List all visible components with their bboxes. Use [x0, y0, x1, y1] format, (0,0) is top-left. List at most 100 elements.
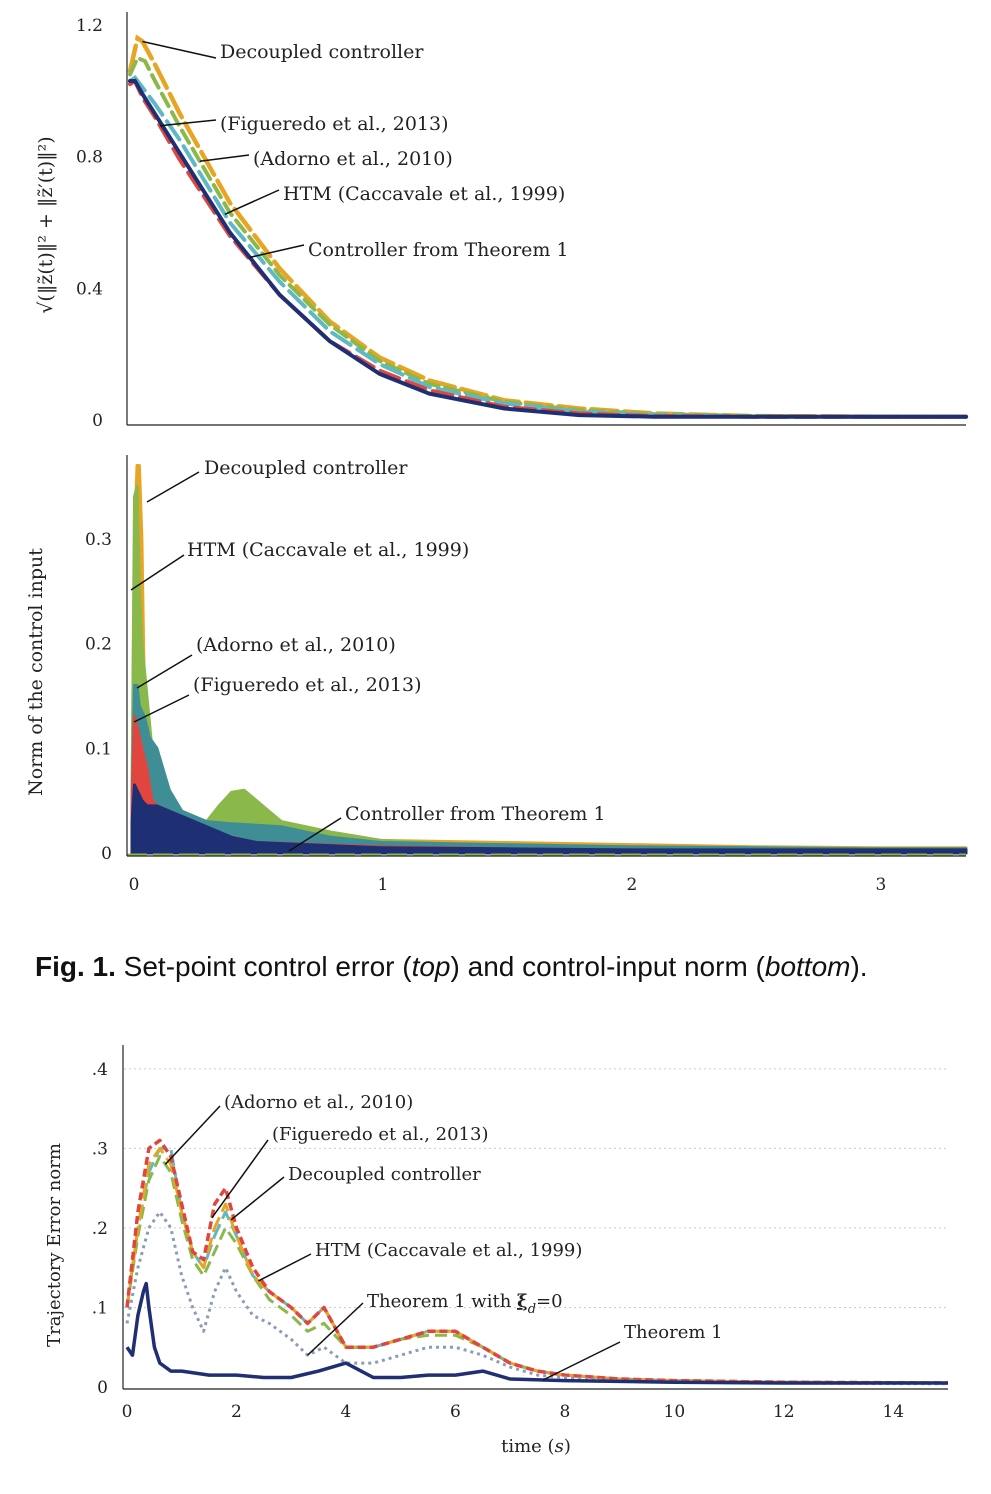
trajectory-y-tick-label: .1 [92, 1298, 108, 1318]
bottom-annotation-leader [288, 817, 342, 852]
caption-top-word: top [412, 951, 451, 982]
trajectory-x-tick-label: 2 [231, 1402, 242, 1422]
trajectory-x-tick-label: 4 [341, 1402, 352, 1422]
top-annotation-label: HTM (Caccavale et al., 1999) [283, 183, 565, 205]
top-series-decoupled [127, 34, 969, 419]
bottom-annotation-leader [133, 694, 190, 723]
bottom-y-tick-label: 0.2 [85, 635, 112, 655]
top-y-ticks: 1.2 0.8 0.4 0 [76, 16, 103, 431]
top-annotation-leader [142, 40, 217, 59]
top-annotations: Decoupled controller (Figueredo et al., 2… [142, 40, 569, 261]
bottom-annotation-label: (Figueredo et al., 2013) [193, 674, 422, 696]
trajectory-y-ticks: .4 .3 .2 .1 0 [92, 1060, 108, 1398]
top-y-tick-label: 1.2 [76, 16, 103, 36]
trajectory-annotation-leader [542, 1341, 621, 1381]
figure-1-caption: Fig. 1. Set-point control error (top) an… [35, 951, 868, 982]
top-annotation-leader [159, 119, 217, 127]
top-y-tick-label: 0.4 [76, 279, 103, 299]
trajectory-gridlines [124, 1068, 948, 1308]
x-title-unit: s [555, 1436, 564, 1457]
trajectory-annotation-leader [164, 1105, 221, 1165]
top-series-lines [127, 34, 969, 419]
trajectory-series-decoupled [125, 1146, 949, 1385]
trajectory-chart: .4 .3 .2 .1 0 0 2 4 6 8 10 12 14 Trajectory Error n… [44, 1045, 949, 1457]
bottom-x-tick-label: 1 [378, 875, 389, 895]
trajectory-series-adorno [125, 1154, 949, 1385]
bottom-annotation-label: (Adorno et al., 2010) [196, 634, 396, 656]
x-title-close: ) [564, 1436, 571, 1457]
bottom-annotation-label: Controller from Theorem 1 [345, 803, 606, 825]
caption-label: Fig. 1. [35, 951, 116, 982]
bottom-series-theorem1 [130, 783, 968, 855]
bottom-annotation-leader [136, 654, 193, 689]
annotation-subscript: d [528, 1302, 536, 1317]
trajectory-x-tick-label: 14 [882, 1402, 904, 1422]
caption-part-3: ). [850, 951, 867, 982]
top-annotation-leader [199, 154, 250, 163]
x-title-main: time ( [501, 1436, 554, 1457]
bottom-y-tick-label: 0.1 [85, 739, 112, 759]
bottom-annotations: Decoupled controller HTM (Caccavale et al… [130, 457, 606, 852]
trajectory-series-lines [125, 1138, 949, 1386]
annotation-text-tail: =0 [536, 1291, 563, 1312]
trajectory-annotation-leader [211, 1139, 269, 1219]
bottom-series-areas [127, 464, 968, 857]
trajectory-x-tick-label: 8 [559, 1402, 570, 1422]
bottom-x-tick-label: 3 [875, 875, 886, 895]
trajectory-series-figueredo [125, 1138, 949, 1385]
trajectory-series-theorem1 [125, 1281, 948, 1385]
top-chart: 1.2 0.8 0.4 0 √(‖z̃(t)‖² + ‖z̃′(t)‖²) Decou… [35, 12, 969, 431]
top-y-tick-label: 0 [92, 411, 103, 431]
top-annotation-leader [224, 189, 280, 215]
top-annotation-label: (Adorno et al., 2010) [253, 148, 453, 170]
annotation-text-main: Theorem 1 with [367, 1291, 517, 1312]
trajectory-x-axis-title: time (s) [501, 1436, 571, 1457]
top-annotation-label: Decoupled controller [220, 41, 424, 63]
caption-part-1: Set-point control error ( [116, 951, 412, 982]
bottom-x-tick-label: 2 [626, 875, 637, 895]
top-series-theorem1 [128, 79, 968, 419]
trajectory-annotations: (Adorno et al., 2010) (Figueredo et al., … [164, 1092, 723, 1381]
trajectory-x-tick-label: 0 [122, 1402, 133, 1422]
bottom-y-tick-label: 0.3 [85, 530, 112, 550]
bottom-y-tick-label: 0 [101, 844, 112, 864]
trajectory-annotation-label: Theorem 1 with ξd=0 [367, 1291, 563, 1317]
top-y-axis-title: √(‖z̃(t)‖² + ‖z̃′(t)‖²) [35, 136, 57, 313]
trajectory-y-tick-label: .2 [92, 1219, 108, 1239]
trajectory-x-tick-label: 6 [450, 1402, 461, 1422]
top-annotation-label: (Figueredo et al., 2013) [220, 113, 449, 135]
bottom-x-tick-label: 0 [129, 875, 140, 895]
trajectory-x-ticks: 0 2 4 6 8 10 12 14 [122, 1402, 905, 1422]
trajectory-annotation-label: HTM (Caccavale et al., 1999) [315, 1240, 582, 1261]
caption-part-2: ) and control-input norm ( [451, 951, 766, 982]
top-annotation-leader [249, 244, 305, 259]
bottom-y-ticks: 0.3 0.2 0.1 0 [85, 530, 112, 864]
bottom-series-htm [130, 683, 968, 855]
trajectory-annotation-label: (Figueredo et al., 2013) [272, 1124, 488, 1145]
caption-bottom-word: bottom [765, 951, 851, 982]
bottom-annotation-label: Decoupled controller [204, 457, 408, 479]
bottom-y-axis-title: Norm of the control input [25, 548, 47, 796]
bottom-annotation-label: HTM (Caccavale et al., 1999) [187, 539, 469, 561]
bottom-annotation-leader [130, 554, 185, 591]
bottom-series-decoupled [130, 464, 968, 855]
bottom-x-ticks: 0 1 2 3 [129, 875, 887, 895]
top-y-tick-label: 0.8 [76, 148, 103, 168]
trajectory-annotation-leader [230, 1176, 285, 1221]
trajectory-annotation-label: (Adorno et al., 2010) [224, 1092, 413, 1113]
trajectory-x-tick-label: 12 [773, 1402, 795, 1422]
top-annotation-label: Controller from Theorem 1 [308, 239, 569, 261]
trajectory-x-tick-label: 10 [664, 1402, 686, 1422]
trajectory-y-axis-title: Trajectory Error norm [44, 1143, 65, 1347]
trajectory-y-tick-label: .4 [92, 1060, 108, 1080]
bottom-annotation-leader [146, 471, 200, 503]
trajectory-annotation-leader [258, 1253, 312, 1282]
trajectory-annotation-label: Theorem 1 [624, 1322, 723, 1343]
trajectory-y-tick-label: .3 [92, 1139, 108, 1159]
trajectory-annotation-label: Decoupled controller [288, 1164, 481, 1185]
annotation-xi-symbol: ξ [517, 1291, 528, 1312]
trajectory-series-theorem1_zero [125, 1210, 949, 1386]
bottom-chart: 0.3 0.2 0.1 0 0 1 2 3 Norm of the control inpu… [25, 455, 968, 895]
trajectory-y-tick-label: 0 [97, 1378, 108, 1398]
